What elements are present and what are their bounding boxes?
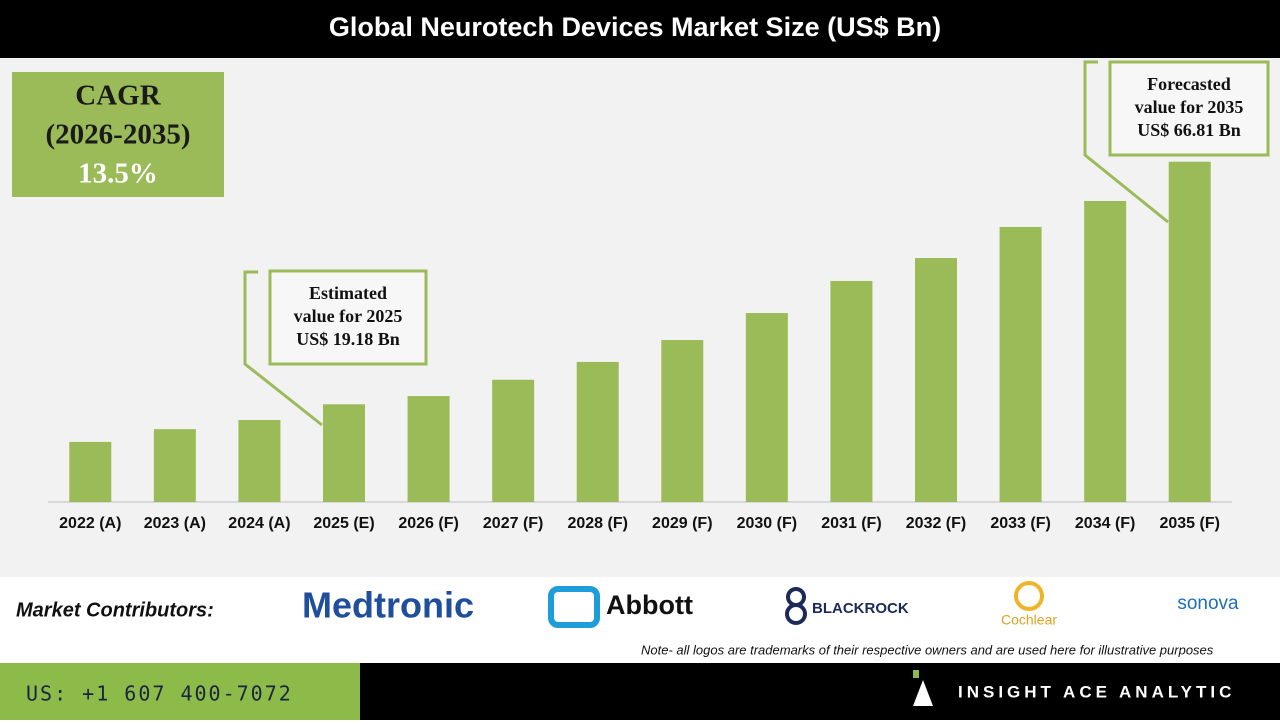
x-tick-label: 2035 (F) <box>1159 515 1219 532</box>
cagr-period: (2026-2035) <box>46 119 191 151</box>
logo-blackrock: BLACKROCK <box>812 600 909 617</box>
title-bar <box>0 0 1280 58</box>
x-tick-label: 2025 (E) <box>313 515 374 532</box>
bar <box>69 441 112 502</box>
x-tick-label: 2024 (A) <box>228 515 290 532</box>
brand: INSIGHT ACE ANALYTIC <box>958 682 1235 701</box>
annotation-text: value for 2035 <box>1135 97 1244 117</box>
x-tick-label: 2026 (F) <box>398 515 458 532</box>
note: Note- all logos are trademarks of their … <box>641 642 1214 657</box>
x-tick-label: 2023 (A) <box>144 515 206 532</box>
logo-sonova: sonova <box>1177 593 1239 614</box>
bars: 2022 (A) 2023 (A) 2024 (A) 2025 (E) 2026 (F)… <box>59 161 1220 532</box>
x-tick-label: 2030 (F) <box>737 515 797 532</box>
bar <box>576 361 619 502</box>
phone-band <box>0 663 360 720</box>
bar <box>407 396 450 502</box>
bar <box>745 313 788 502</box>
brand-icon <box>913 670 919 678</box>
x-tick-label: 2029 (F) <box>652 515 712 532</box>
contributors-label: Market Contributors: <box>16 599 214 621</box>
logo-cochlear: Cochlear <box>1001 612 1057 628</box>
bar <box>915 258 957 502</box>
bar <box>323 404 365 502</box>
contributors-band <box>0 577 1280 663</box>
annotation-text: value for 2025 <box>294 306 403 326</box>
cagr-box <box>12 72 224 197</box>
logo-medtronic: Medtronic <box>302 585 474 626</box>
annotations: Estimated value for 2025 US$ 19.18 Bn Forec… <box>294 74 1244 349</box>
annotation-text: US$ 66.81 Bn <box>1137 120 1241 140</box>
callout-line <box>243 270 323 427</box>
bar <box>492 379 535 502</box>
x-tick-label: 2028 (F) <box>567 515 627 532</box>
brand-band <box>360 663 1280 720</box>
logo-icon <box>1014 581 1044 611</box>
chart-title: Global Neurotech Devices Market Size (US… <box>329 12 941 42</box>
x-tick-label: 2031 (F) <box>821 515 881 532</box>
bar <box>153 429 196 502</box>
bar <box>1168 161 1211 503</box>
annotation-text: US$ 19.18 Bn <box>296 329 400 349</box>
logo-icon <box>548 586 600 628</box>
x-tick-label: 2033 (F) <box>990 515 1050 532</box>
phone: US: +1 607 400-7072 <box>26 682 293 706</box>
cagr-value: 13.5% <box>78 158 158 190</box>
x-tick-label: 2032 (F) <box>906 515 966 532</box>
x-tick-label: 2027 (F) <box>483 515 543 532</box>
annotation-text: Estimated <box>309 283 387 303</box>
logo-abbott: Abbott <box>606 590 693 620</box>
bar <box>1084 201 1127 502</box>
cagr-label: CAGR <box>75 80 161 112</box>
logo-icon <box>785 603 807 625</box>
callout-box <box>1108 60 1270 157</box>
callout-line <box>1083 60 1169 224</box>
callout-box <box>268 269 428 366</box>
annotation-text: Forecasted <box>1147 74 1231 94</box>
x-tick-label: 2022 (A) <box>59 515 121 532</box>
bar <box>661 340 704 502</box>
brand-icon <box>913 680 933 706</box>
bar <box>830 280 873 502</box>
bar <box>238 420 281 502</box>
x-tick-label: 2034 (F) <box>1075 515 1135 532</box>
bar <box>999 226 1042 502</box>
